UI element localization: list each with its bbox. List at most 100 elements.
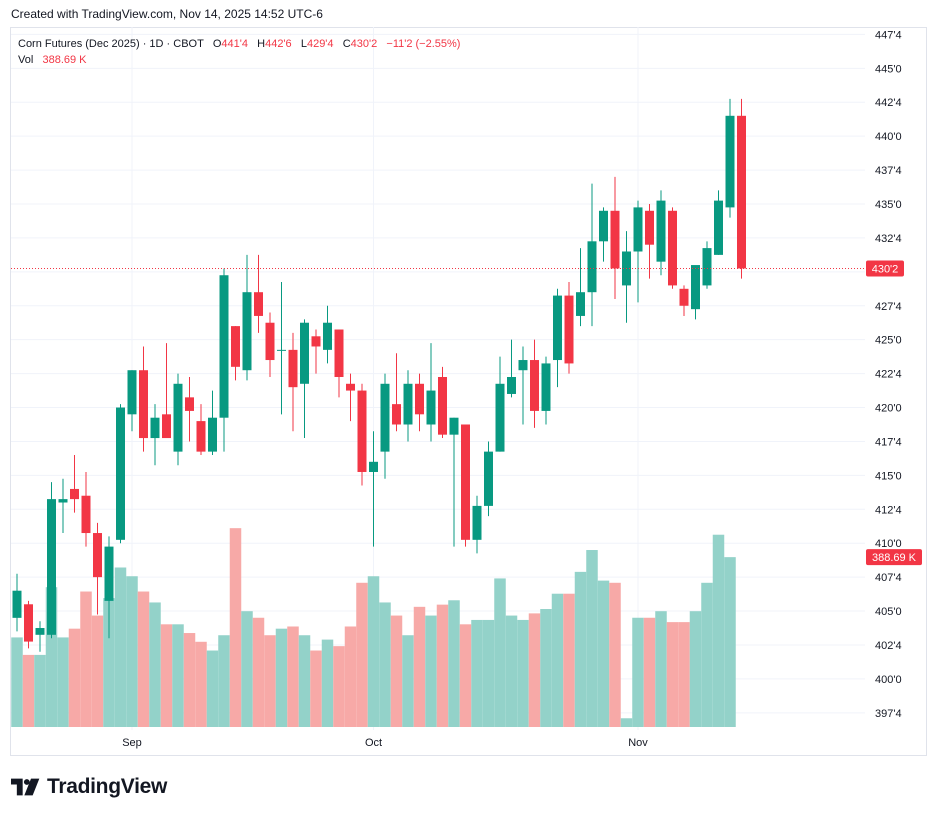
candle-body: [47, 499, 56, 635]
volume-bar: [402, 635, 414, 727]
candle-body: [93, 533, 102, 578]
volume-bar: [114, 567, 127, 727]
y-tick-label: 440'0: [875, 131, 902, 143]
candle-body: [231, 326, 240, 367]
candle-body: [645, 210, 654, 245]
candle-body: [81, 495, 91, 534]
candle-body: [599, 210, 608, 242]
candlestick-chart[interactable]: 447'4445'0442'4440'0437'4435'0432'4430'0…: [0, 0, 937, 770]
created-with-caption: Created with TradingView.com, Nov 14, 20…: [11, 7, 323, 21]
volume-bar: [574, 571, 587, 727]
candle-body: [691, 265, 700, 310]
y-tick-label: 442'4: [875, 97, 902, 109]
candle-body: [438, 377, 447, 435]
candle-body: [679, 288, 689, 306]
volume-bar: [517, 619, 529, 727]
legend-open-value: 441'4: [221, 38, 248, 50]
volume-bar: [701, 582, 713, 727]
candle-body: [472, 505, 482, 540]
volume-bar: [597, 580, 610, 727]
volume-bar: [678, 622, 690, 727]
legend-volume-row: Vol 388.69 K: [18, 52, 460, 68]
volume-bar: [344, 626, 357, 727]
candle-body: [116, 407, 125, 540]
volume-bar: [91, 615, 104, 727]
tradingview-wordmark: TradingView: [47, 775, 168, 798]
volume-bar: [609, 582, 621, 727]
candle-body: [196, 421, 206, 452]
volume-bar: [379, 602, 391, 727]
candle-body: [737, 115, 746, 269]
y-tick-label: 427'4: [875, 301, 902, 313]
volume-bar: [22, 654, 35, 727]
volume-bar: [264, 635, 276, 727]
volume-bar: [425, 615, 437, 727]
y-tick-label: 432'4: [875, 233, 902, 245]
last-price-label: 430'2: [872, 263, 899, 275]
candle-body: [277, 349, 286, 351]
volume-bar: [34, 654, 46, 727]
volume-bar: [160, 624, 173, 727]
volume-bar: [448, 600, 460, 727]
volume-bar: [68, 628, 81, 727]
tradingview-logo-icon: [11, 778, 40, 796]
volume-bar: [528, 613, 541, 727]
y-tick-label: 445'0: [875, 63, 902, 75]
volume-bar: [57, 637, 69, 727]
candle-body: [484, 451, 493, 506]
volume-bar: [712, 534, 725, 727]
last-volume-label: 388.69 K: [872, 552, 917, 564]
legend-open-label: O: [212, 38, 222, 50]
candle-body: [334, 329, 344, 377]
volume-bar: [494, 578, 506, 727]
volume-bar: [11, 637, 23, 727]
candle-body: [380, 383, 390, 452]
y-tick-label: 435'0: [875, 199, 902, 211]
candle-body: [70, 488, 79, 500]
candle-body: [541, 363, 551, 411]
volume-bar: [321, 639, 334, 727]
candle-body: [357, 390, 367, 472]
candle-body: [300, 322, 309, 384]
legend-close-value: 430'2: [350, 38, 378, 50]
candle-body: [127, 370, 137, 415]
legend-vol-label[interactable]: Vol: [18, 54, 34, 66]
candle-body: [12, 590, 22, 618]
y-tick-label: 400'0: [875, 674, 902, 686]
volume-bar: [356, 582, 368, 727]
volume-bar: [655, 611, 667, 727]
tradingview-brand[interactable]: TradingView: [11, 775, 167, 799]
candle-body: [714, 200, 723, 255]
volume-bar: [252, 617, 265, 727]
candle-body: [426, 390, 436, 425]
volume-bar: [80, 591, 92, 727]
candle-body: [656, 200, 666, 262]
candle-body: [449, 417, 459, 435]
y-tick-label: 425'0: [875, 335, 902, 347]
legend-low-label: L: [300, 38, 307, 50]
chart-panel[interactable]: [10, 27, 927, 756]
y-tick-label: 415'0: [875, 470, 902, 482]
volume-bar: [137, 591, 150, 727]
volume-bar: [459, 624, 472, 727]
volume-bar: [183, 633, 196, 727]
candle-body: [507, 377, 516, 394]
x-tick-label: Nov: [628, 737, 648, 749]
volume-bar: [632, 617, 644, 727]
volume-bar: [206, 650, 219, 727]
y-tick-label: 422'4: [875, 369, 902, 381]
legend-change: −11'2 (−2.55%): [386, 38, 461, 50]
volume-bar: [333, 646, 345, 727]
y-tick-label: 417'4: [875, 436, 902, 448]
volume-bar: [620, 718, 633, 727]
candle-body: [208, 417, 217, 452]
volume-bar: [218, 635, 230, 727]
candle-body: [518, 360, 528, 371]
candle-body: [323, 322, 332, 350]
candle-body: [587, 241, 597, 293]
candle-body: [288, 349, 298, 388]
candle-body: [346, 383, 355, 391]
volume-bar: [563, 593, 575, 727]
volume-bar: [310, 650, 322, 727]
legend-symbol[interactable]: Corn Futures (Dec 2025) · 1D · CBOT: [18, 38, 204, 50]
